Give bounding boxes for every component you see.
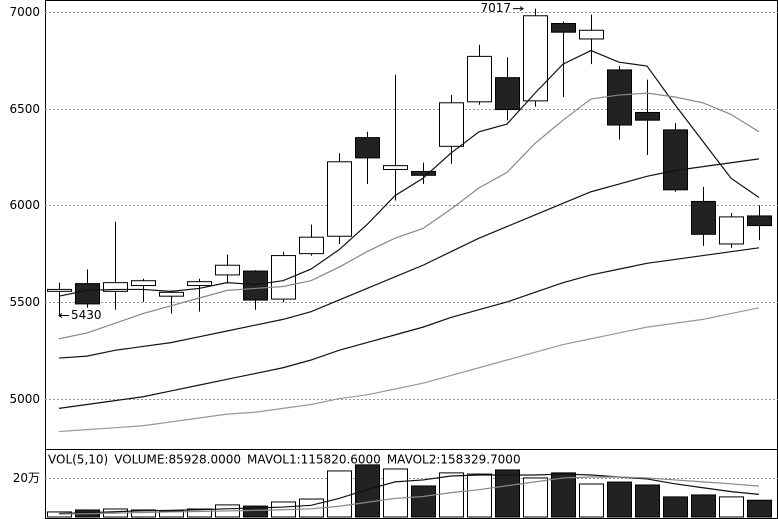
volume-bar bbox=[243, 505, 268, 518]
ma-line bbox=[58, 247, 760, 409]
volume-bar bbox=[439, 472, 464, 518]
candle-body bbox=[635, 111, 660, 121]
candle-body bbox=[607, 69, 632, 126]
candle-body bbox=[579, 29, 604, 40]
candle-body bbox=[523, 15, 548, 102]
candle-body bbox=[75, 283, 100, 305]
candle-body bbox=[411, 170, 436, 176]
candle-body bbox=[355, 137, 380, 159]
volume-bar bbox=[411, 485, 436, 518]
mavol-line bbox=[58, 476, 760, 515]
volume-bar bbox=[747, 499, 772, 518]
candle-body bbox=[299, 236, 324, 255]
candle-body bbox=[663, 129, 688, 191]
volume-bar bbox=[663, 496, 688, 518]
volume-header: MAVOL1:115820.6000 bbox=[247, 453, 381, 467]
volume-bar bbox=[579, 483, 604, 518]
mavol-line bbox=[58, 473, 760, 515]
y-tick-label: 6500 bbox=[9, 102, 40, 116]
volume-header: VOL(5,10) bbox=[48, 453, 108, 467]
candle-body bbox=[495, 77, 520, 111]
y-tick-label: 5500 bbox=[9, 295, 40, 309]
y-tick-label: 5000 bbox=[9, 392, 40, 406]
candle-body bbox=[159, 291, 184, 297]
candle-body bbox=[747, 215, 772, 227]
min-arrow bbox=[58, 313, 69, 318]
volume-bar bbox=[607, 481, 632, 518]
candle-body bbox=[551, 22, 576, 33]
volume-bar bbox=[467, 473, 492, 518]
volume-bar bbox=[523, 477, 548, 518]
max-label: 7017 bbox=[480, 1, 511, 15]
plot-frame bbox=[45, 0, 778, 519]
candle-body bbox=[383, 165, 408, 171]
ma-line bbox=[58, 49, 760, 297]
candle-body bbox=[103, 282, 128, 292]
candle-body bbox=[439, 102, 464, 147]
volume-bar bbox=[635, 484, 660, 518]
volume-bar bbox=[383, 468, 408, 518]
volume-bar bbox=[187, 508, 212, 518]
volume-bar bbox=[327, 470, 352, 518]
candle-body bbox=[719, 216, 744, 245]
volume-bar bbox=[495, 469, 520, 518]
candle-body bbox=[131, 280, 156, 287]
volume-header: VOLUME:85928.0000 bbox=[114, 453, 241, 467]
y-tick-label: 6000 bbox=[9, 198, 40, 212]
candle-body bbox=[243, 270, 268, 301]
candle-body bbox=[691, 200, 716, 235]
candle-body bbox=[187, 281, 212, 287]
max-arrow bbox=[513, 6, 524, 12]
min-label: 5430 bbox=[71, 308, 102, 322]
ma-line bbox=[58, 158, 760, 359]
volume-bar bbox=[691, 494, 716, 518]
y-tick-label: 20万 bbox=[13, 471, 40, 485]
volume-bar bbox=[551, 472, 576, 518]
candle-body bbox=[47, 288, 72, 292]
candle-body bbox=[467, 55, 492, 103]
candle-body bbox=[215, 264, 240, 276]
volume-bar bbox=[719, 496, 744, 518]
ma-line bbox=[58, 307, 760, 433]
candle-body bbox=[327, 161, 352, 237]
volume-bar bbox=[355, 464, 380, 518]
ma-line bbox=[58, 92, 760, 340]
volume-header: MAVOL2:158329.7000 bbox=[387, 453, 521, 467]
volume-bar bbox=[131, 509, 156, 518]
y-tick-label: 7000 bbox=[9, 5, 40, 19]
